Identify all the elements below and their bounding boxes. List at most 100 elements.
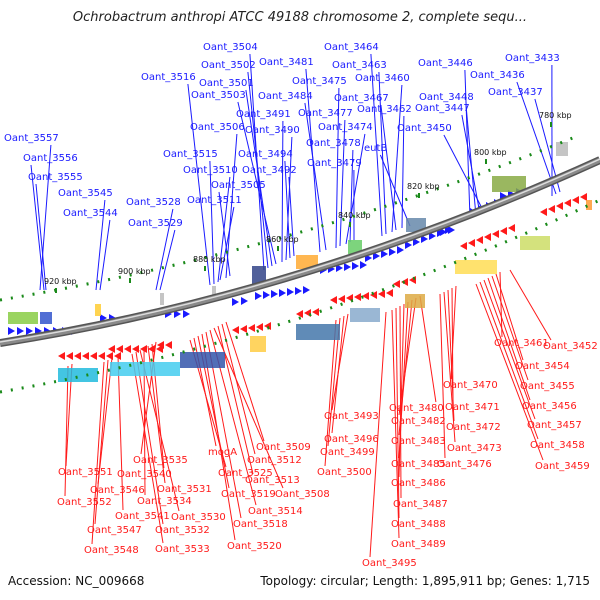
forward-gene-label: Oant_3492 (242, 165, 297, 176)
forward-gene-label: Oant_3529 (128, 218, 183, 229)
reverse-gene (240, 325, 247, 333)
forward-gene (271, 290, 278, 298)
feature-block (492, 176, 526, 192)
reverse-gene-label: Oant_3487 (393, 499, 448, 510)
reverse-gene (90, 352, 97, 360)
reverse-gene-label: Oant_3519 (221, 489, 276, 500)
reverse-gene (484, 233, 491, 241)
feature-block (95, 304, 101, 316)
label-leader-line (64, 365, 69, 497)
reverse-gene-label: Oant_3459 (535, 461, 590, 472)
forward-gene (8, 327, 15, 335)
reverse-gene (232, 326, 239, 334)
forward-gene-label: Oant_3515 (163, 149, 218, 160)
forward-gene-label: Oant_3464 (324, 42, 379, 53)
label-leader-line (331, 313, 349, 411)
feature-block (58, 368, 98, 382)
feature-block (406, 218, 426, 232)
forward-gene-label: Oant_3557 (4, 133, 59, 144)
forward-gene-label: Oant_3490 (245, 125, 300, 136)
forward-gene (360, 261, 367, 269)
reverse-gene-label: Oant_3495 (362, 558, 417, 569)
reverse-gene-label: Oant_3509 (256, 442, 311, 453)
feature-block (40, 312, 52, 324)
reverse-gene-label: Oant_3470 (443, 380, 498, 391)
label-leader-line (237, 101, 277, 265)
label-leader-line (213, 327, 284, 489)
reverse-gene-label: Oant_3488 (391, 519, 446, 530)
forward-gene-label: Oant_3502 (201, 60, 256, 71)
forward-gene (279, 289, 286, 297)
label-leader-line (439, 293, 446, 459)
forward-gene-label: Oant_3437 (488, 87, 543, 98)
feature-block (110, 362, 180, 376)
label-leader-line (139, 349, 180, 512)
label-leader-line (401, 115, 405, 229)
backbone-highlight (0, 158, 600, 343)
label-leader-line (35, 183, 47, 291)
reverse-gene (108, 345, 115, 353)
forward-gene-label: Oant_3463 (332, 60, 387, 71)
forward-gene (352, 262, 359, 270)
forward-gene (344, 263, 351, 271)
label-leader-line (281, 120, 284, 263)
forward-gene (440, 228, 447, 236)
forward-gene (389, 248, 396, 256)
feature-block (8, 312, 38, 324)
label-leader-line (225, 133, 238, 279)
reverse-gene-label: Oant_3476 (437, 459, 492, 470)
label-leader-line (117, 355, 124, 511)
reverse-gene-label: Oant_3512 (247, 455, 302, 466)
reverse-gene-label: Oant_3489 (391, 539, 446, 550)
reverse-gene-label: Oant_3547 (87, 525, 142, 536)
scale-tick-label: 900 kbp (118, 267, 151, 276)
forward-gene-label: Oant_3511 (187, 195, 242, 206)
reverse-gene-label: Oant_3548 (84, 545, 139, 556)
forward-gene-label: Oant_3460 (355, 73, 410, 84)
label-leader-line (465, 103, 477, 217)
label-leader-line (94, 359, 109, 525)
reverse-gene (312, 308, 319, 316)
topology-summary: Topology: circular; Length: 1,895,911 bp… (260, 574, 590, 588)
forward-gene-label: Oant_3462 (357, 104, 412, 115)
forward-gene (421, 235, 428, 243)
forward-gene-label: Oant_3556 (23, 153, 78, 164)
forward-gene-label: Oant_3450 (397, 123, 452, 134)
reverse-gene (256, 323, 263, 331)
label-leader-line (491, 275, 529, 381)
label-leader-line (324, 319, 337, 467)
label-leader-line (225, 321, 265, 442)
reverse-gene-label: Oant_3480 (389, 403, 444, 414)
forward-gene-label: Oant_3474 (318, 122, 373, 133)
reverse-gene-label: Oant_3534 (137, 496, 192, 507)
label-leader-line (509, 269, 552, 341)
reverse-gene (330, 296, 337, 304)
label-leader-line (369, 311, 387, 558)
reverse-gene-label: Oant_3457 (527, 420, 582, 431)
forward-gene-label: Oant_3467 (334, 93, 389, 104)
label-leader-line (245, 89, 273, 267)
label-leader-line (516, 81, 557, 195)
feature-block (586, 200, 592, 210)
forward-gene-label: Oant_3491 (236, 109, 291, 120)
forward-gene-label: Oant_3447 (415, 103, 470, 114)
forward-gene-label: Oant_3510 (183, 165, 238, 176)
forward-gene-label: Oant_3481 (259, 57, 314, 68)
label-leader-line (221, 323, 256, 455)
forward-gene (405, 241, 412, 249)
feature-block (296, 255, 318, 269)
forward-gene (373, 252, 380, 260)
forward-gene (255, 292, 262, 300)
forward-gene-label: eutB (364, 143, 387, 154)
feature-block (296, 324, 340, 340)
forward-gene (100, 314, 107, 322)
scale-ring-inner (0, 198, 600, 394)
forward-gene-label: Oant_3504 (203, 42, 258, 53)
forward-gene (232, 298, 239, 306)
feature-block (160, 293, 164, 305)
reverse-gene (74, 352, 81, 360)
reverse-gene-label: Oant_3454 (515, 361, 570, 372)
reverse-gene (572, 196, 579, 204)
reverse-gene (476, 236, 483, 244)
accession-text: Accession: NC_009668 (8, 574, 145, 588)
